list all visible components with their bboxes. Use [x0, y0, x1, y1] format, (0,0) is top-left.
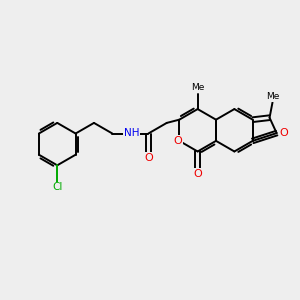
- Text: O: O: [193, 169, 202, 179]
- Text: Me: Me: [191, 83, 204, 92]
- Text: O: O: [173, 136, 182, 146]
- Text: O: O: [280, 128, 288, 138]
- Text: Cl: Cl: [52, 182, 62, 192]
- Text: O: O: [144, 153, 153, 163]
- Text: Me: Me: [266, 92, 279, 101]
- Text: NH: NH: [124, 128, 140, 138]
